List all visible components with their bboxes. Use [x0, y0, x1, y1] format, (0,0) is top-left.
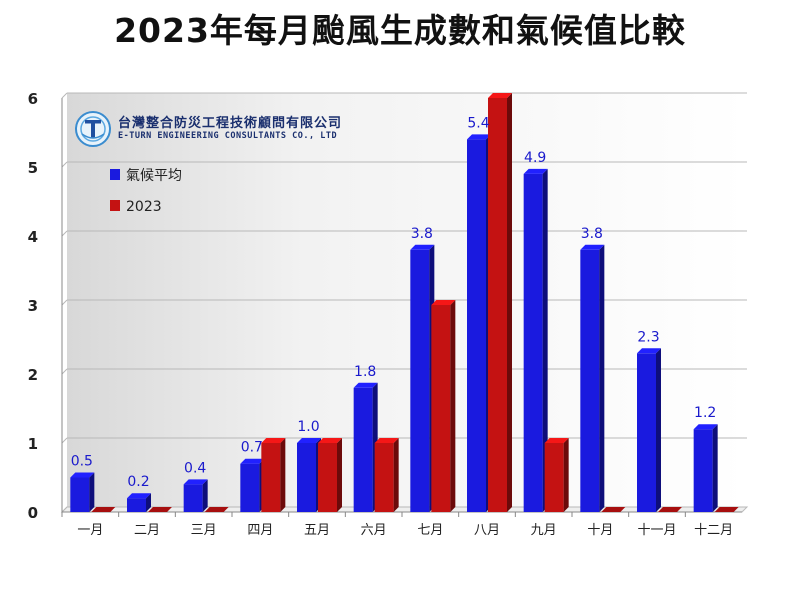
gridline-depth	[61, 506, 68, 513]
bar-2023	[431, 300, 456, 512]
bar-climate	[467, 134, 491, 512]
y-tick-label: 2	[28, 366, 38, 384]
data-label-climate: 1.0	[297, 419, 319, 435]
bar-climate	[580, 244, 605, 513]
y-tick-label: 0	[28, 504, 38, 522]
gridline-depth	[61, 230, 68, 237]
data-label-climate: 0.5	[71, 454, 93, 470]
y-tick-label: 3	[28, 297, 38, 315]
data-label-climate: 5.4	[467, 115, 489, 131]
legend-swatch	[110, 200, 120, 211]
bar-2023	[544, 438, 569, 512]
bar-2023	[148, 507, 172, 512]
bar-climate	[353, 382, 378, 512]
x-tick-label: 一月	[77, 523, 103, 538]
x-tick-label: 四月	[247, 523, 273, 538]
data-label-climate: 4.9	[524, 150, 546, 166]
data-label-climate: 0.7	[241, 440, 263, 456]
bar-climate	[297, 438, 321, 512]
company-name-en: E-TURN ENGINEERING CONSULTANTS CO., LTD	[118, 131, 338, 141]
y-tick-label: 4	[28, 228, 38, 246]
x-tick-label: 十二月	[694, 523, 733, 538]
data-label-climate: 1.8	[354, 364, 376, 380]
bar-2023	[658, 507, 682, 512]
company-name-zh: 台灣整合防災工程技術顧問有限公司	[118, 116, 343, 131]
x-tick-label: 三月	[191, 523, 217, 538]
y-tick-label: 1	[28, 435, 38, 453]
data-label-climate: 0.4	[184, 460, 206, 476]
bar-2023	[601, 507, 626, 512]
gridline-depth	[61, 92, 68, 99]
bar-2023	[261, 438, 286, 512]
bar-climate	[693, 424, 718, 512]
bar-2023	[374, 438, 399, 512]
bar-climate	[410, 244, 435, 513]
gridline-depth	[61, 437, 68, 444]
legend-label: 2023	[126, 199, 162, 215]
bar-2023	[318, 438, 342, 512]
company-logo: 台灣整合防災工程技術顧問有限公司 E-TURN ENGINEERING CONS…	[74, 110, 344, 150]
x-tick-label: 十一月	[637, 523, 676, 538]
bar-climate	[127, 493, 151, 512]
y-tick-label: 5	[28, 159, 38, 177]
bar-climate	[183, 479, 208, 512]
bar-climate	[240, 458, 265, 512]
x-tick-label: 六月	[361, 523, 387, 538]
x-tick-label: 十月	[587, 523, 613, 538]
bar-climate	[70, 472, 95, 512]
bar-2023	[488, 93, 512, 512]
x-tick-label: 二月	[134, 523, 160, 538]
x-tick-label: 八月	[474, 523, 500, 538]
data-label-climate: 2.3	[637, 329, 659, 345]
data-label-climate: 1.2	[694, 405, 716, 421]
legend-swatch	[110, 169, 120, 180]
x-tick-label: 九月	[531, 523, 557, 538]
bar-2023	[204, 507, 229, 512]
data-label-climate: 3.8	[411, 226, 433, 242]
data-label-climate: 3.8	[581, 226, 603, 242]
gridline-depth	[61, 299, 68, 306]
x-tick-label: 七月	[417, 523, 443, 538]
bar-climate	[523, 168, 548, 512]
gridline-depth	[61, 368, 68, 375]
company-logo-icon	[75, 111, 111, 147]
legend-label: 氣候平均	[126, 168, 182, 184]
bar-climate	[637, 348, 661, 512]
bar-2023	[91, 507, 116, 512]
bar-2023	[714, 507, 739, 512]
y-tick-label: 6	[28, 90, 38, 108]
x-tick-label: 五月	[304, 523, 330, 538]
data-label-climate: 0.2	[127, 474, 149, 490]
gridline-depth	[61, 161, 68, 168]
chart-title: 2023年每月颱風生成數和氣候值比較	[114, 11, 686, 50]
